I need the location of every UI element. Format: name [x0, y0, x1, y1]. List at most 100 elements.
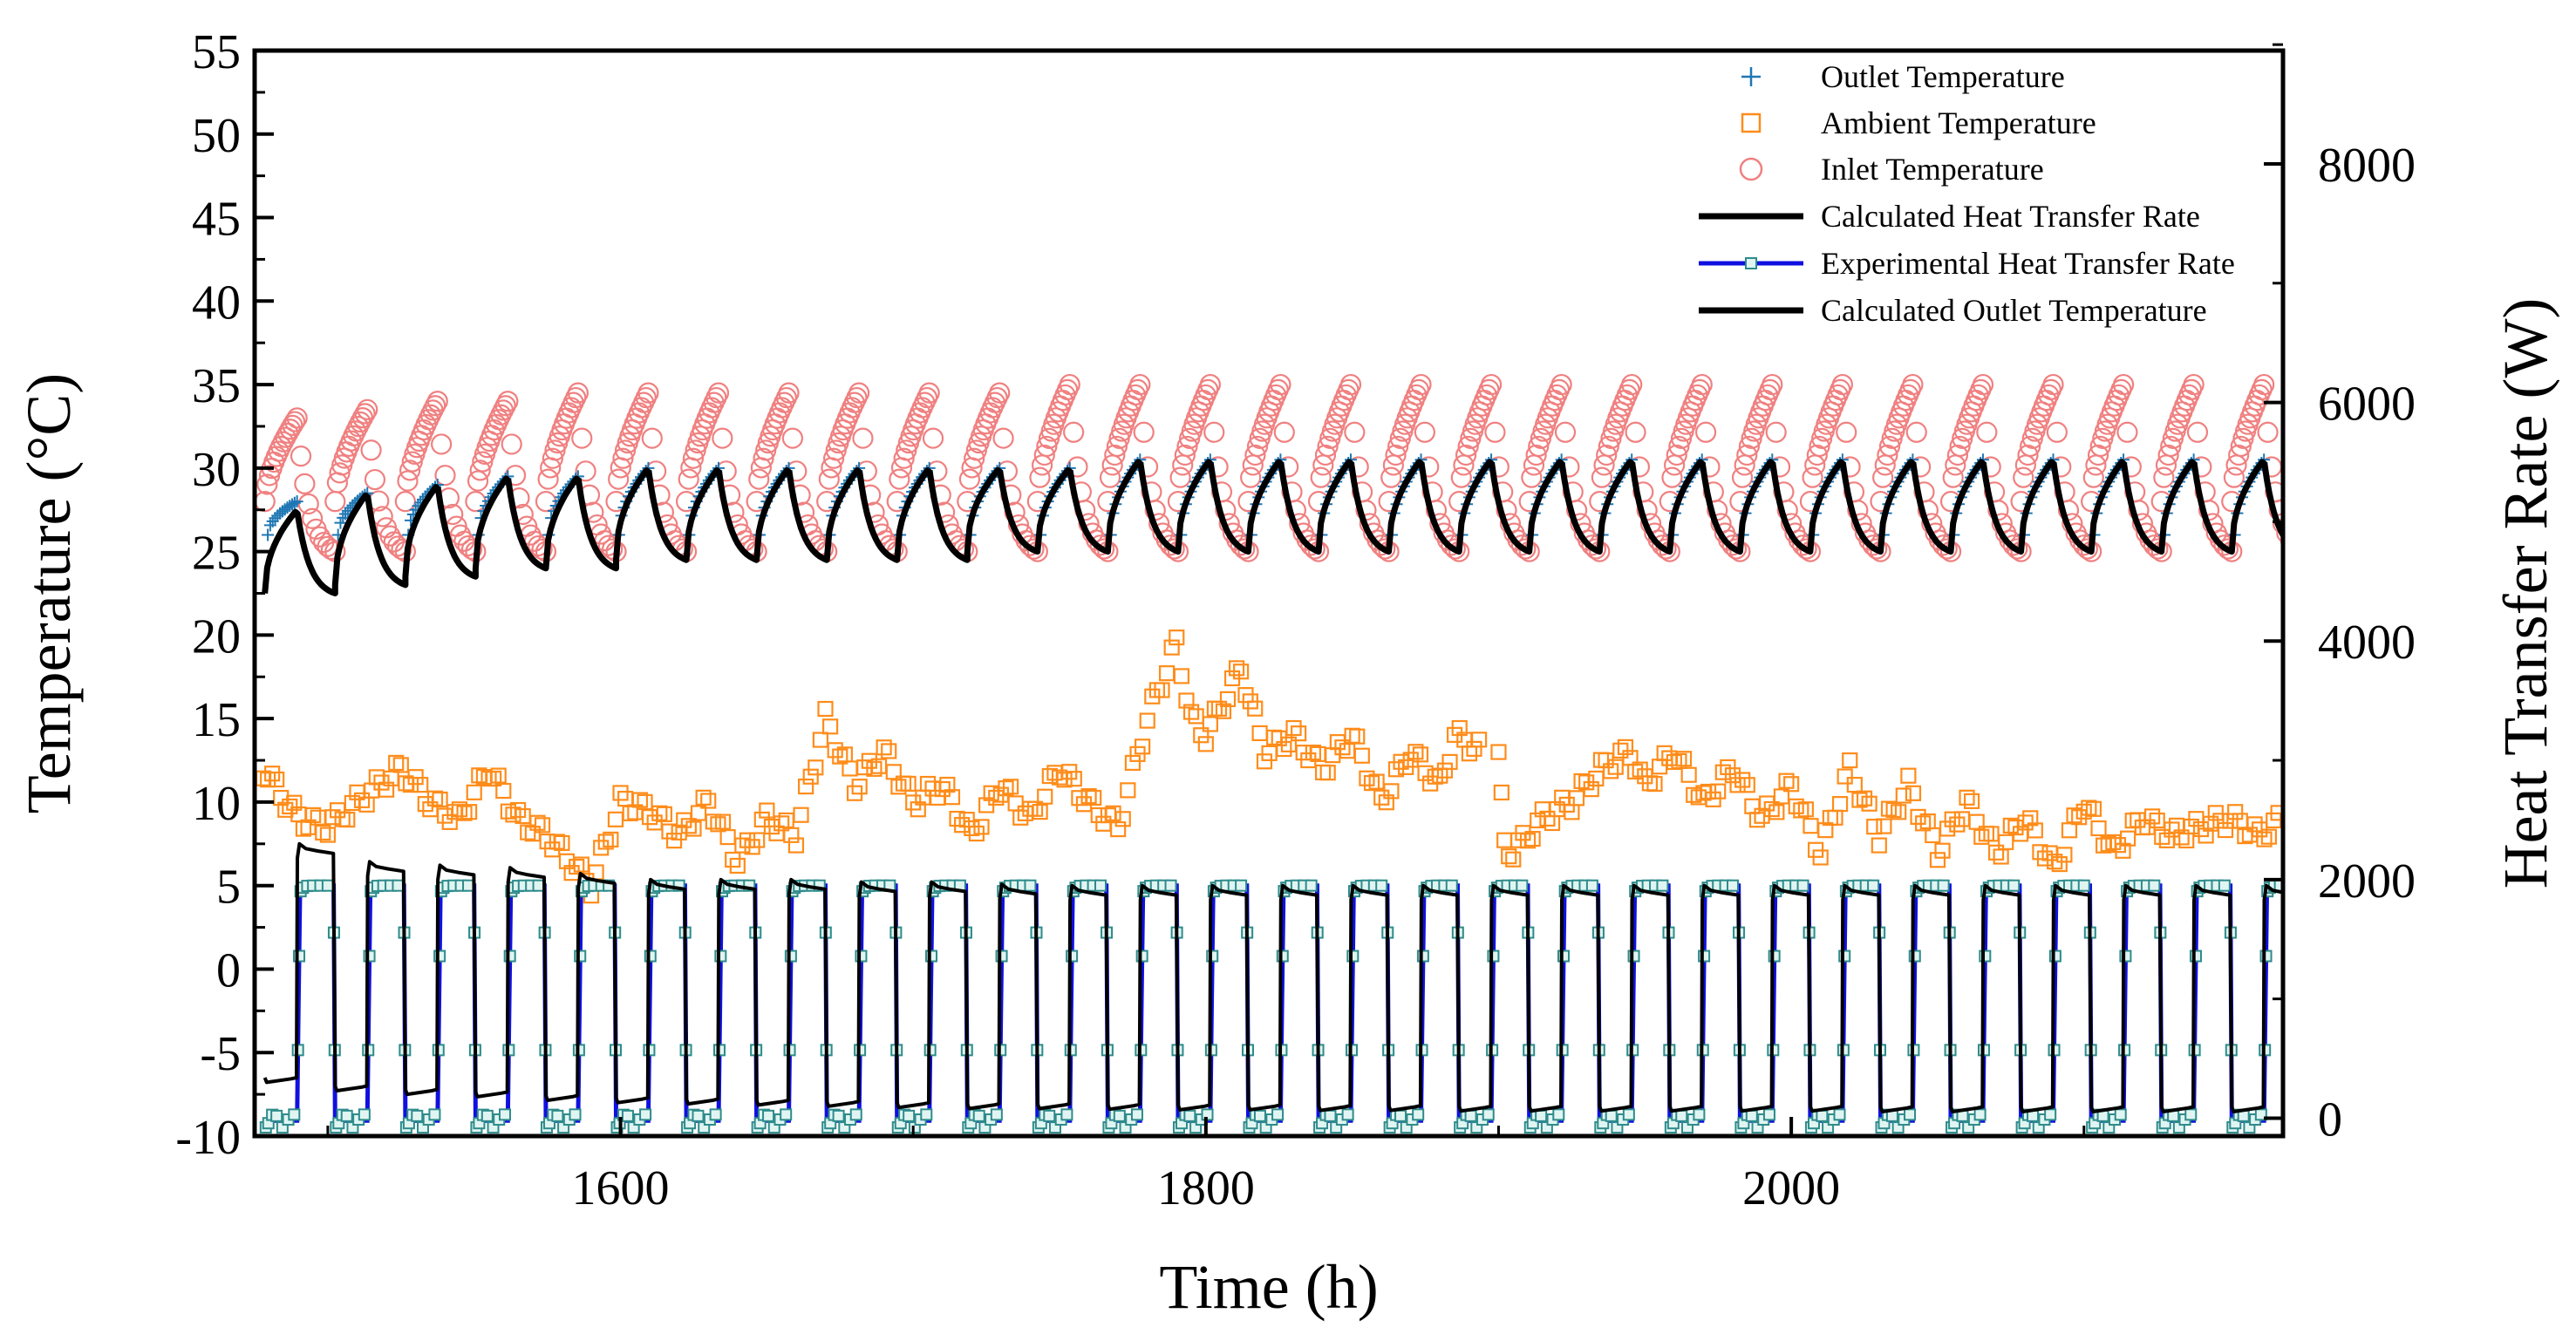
ambient-temperature-point [1680, 766, 1697, 783]
experimental-heat-transfer-rate-point [1394, 1109, 1407, 1122]
series-calculated-heat-transfer-rate [262, 841, 2283, 1113]
inlet-temperature-point [608, 468, 630, 490]
y-right-tick-label: 6000 [2318, 378, 2416, 432]
inlet-temperature-point [707, 382, 730, 404]
ambient-temperature-point [1135, 738, 1151, 755]
experimental-heat-transfer-rate-point [1816, 1109, 1829, 1122]
ambient-temperature-point [1095, 815, 1112, 832]
experimental-heat-transfer-rate-point [1183, 1109, 1196, 1122]
ambient-temperature-point [1866, 819, 1883, 835]
inlet-temperature-point [1972, 373, 1994, 396]
inlet-temperature-point [2276, 523, 2283, 543]
ambient-temperature-point [729, 857, 746, 875]
ambient-temperature-point [1939, 820, 1956, 837]
ambient-temperature-point [1588, 770, 1605, 787]
inlet-temperature-point [922, 427, 944, 449]
inlet-temperature-point [283, 411, 306, 432]
legend-label: Calculated Heat Transfer Rate [1821, 199, 2200, 234]
ambient-temperature-point [680, 818, 697, 834]
ambient-temperature-point [939, 776, 956, 793]
experimental-heat-transfer-rate-point [2289, 881, 2300, 891]
inlet-temperature-point [1872, 466, 1894, 488]
inlet-temperature-point [852, 427, 874, 449]
ambient-temperature-point [264, 766, 281, 782]
ambient-temperature-point [1291, 725, 1307, 742]
inlet-temperature-point [889, 468, 910, 490]
experimental-heat-transfer-rate-point [462, 879, 475, 892]
series-ambient-temperature [255, 630, 2283, 904]
legend: Outlet Temperature Ambient Temperature Inl… [1699, 59, 2235, 328]
ambient-temperature-point [1285, 719, 1302, 737]
ambient-temperature-point [2246, 816, 2263, 833]
experimental-heat-transfer-rate-point [1024, 879, 1037, 892]
experimental-heat-transfer-rate-point [849, 1108, 862, 1121]
ambient-temperature-point [1583, 780, 1599, 798]
ambient-temperature-point [1402, 752, 1419, 768]
ambient-temperature-point [954, 817, 971, 834]
experimental-heat-transfer-rate-point [288, 1108, 301, 1121]
ambient-temperature-point [1710, 783, 1727, 800]
ambient-temperature-point [705, 813, 721, 830]
experimental-heat-transfer-rate-point [428, 1108, 441, 1121]
ambient-temperature-point [295, 820, 312, 837]
experimental-heat-transfer-rate-point [1656, 879, 1669, 892]
experimental-heat-transfer-rate-point [1341, 1108, 1354, 1121]
ambient-temperature-point [881, 743, 897, 759]
ambient-temperature-point [412, 777, 429, 793]
ambient-temperature-point [1837, 768, 1853, 785]
ambient-temperature-point [1407, 744, 1424, 760]
ambient-temperature-point [269, 771, 285, 788]
inlet-temperature-point [1949, 435, 1971, 458]
ambient-temperature-point [1154, 682, 1170, 698]
inlet-temperature-point [1317, 435, 1339, 458]
ambient-temperature-point [685, 820, 702, 837]
inlet-temperature-point [1033, 444, 1055, 466]
experimental-heat-transfer-rate-point [2218, 879, 2231, 892]
inlet-temperature-point [383, 531, 405, 553]
inlet-temperature-point [494, 395, 516, 417]
axes-layer: 5550454035302520151050-5-108000600040002… [14, 25, 2560, 1322]
ambient-temperature-point [1178, 692, 1195, 709]
experimental-heat-transfer-rate-point [692, 1109, 705, 1122]
experimental-heat-transfer-rate-point [358, 1108, 371, 1121]
ambient-temperature-point [1471, 732, 1488, 748]
ambient-temperature-point [1895, 787, 1912, 804]
inlet-temperature-point [1598, 435, 1619, 458]
legend-marker-circle [1739, 157, 1763, 181]
experimental-heat-transfer-rate-point [1535, 1109, 1548, 1122]
inlet-temperature-point [1374, 538, 1396, 560]
y-left-tick-label: 45 [192, 193, 241, 247]
experimental-heat-transfer-rate-point [1552, 1108, 1565, 1121]
ambient-temperature-point [1519, 833, 1537, 849]
ambient-temperature-point [1880, 800, 1898, 817]
y-right-axis-title: Heat Transfer Rate (W) [2491, 298, 2560, 889]
ambient-temperature-point [1993, 848, 2009, 865]
inlet-temperature-point [1029, 466, 1051, 488]
ambient-temperature-point [1876, 818, 1892, 834]
ambient-temperature-point [1163, 639, 1180, 656]
legend-marker-square [1745, 257, 1757, 269]
ambient-temperature-point [773, 815, 790, 832]
ambient-temperature-point [1319, 765, 1336, 781]
inlet-temperature-point [2007, 538, 2028, 560]
inlet-temperature-point [567, 382, 589, 404]
experimental-heat-transfer-rate-point [1762, 1108, 1775, 1121]
ambient-temperature-point [339, 811, 356, 828]
ambient-temperature-point [1846, 776, 1863, 793]
experimental-heat-transfer-rate-point [1464, 1109, 1477, 1122]
ambient-temperature-point [305, 807, 322, 823]
inlet-temperature-point [848, 382, 870, 404]
inlet-temperature-point [818, 468, 840, 490]
inlet-temperature-point [1942, 466, 1964, 488]
ambient-temperature-point [1987, 844, 2005, 861]
series-inlet-temperature [255, 373, 2283, 562]
inlet-temperature-point [1806, 444, 1828, 466]
experimental-heat-transfer-rate-point [1271, 1108, 1285, 1121]
legend-marker-square [1741, 112, 1762, 133]
ambient-temperature-point [1885, 801, 1902, 819]
inlet-temperature-point [1668, 435, 1690, 458]
ambient-temperature-point [1173, 668, 1189, 684]
inlet-temperature-point [1525, 444, 1547, 466]
inlet-temperature-point [1725, 538, 1748, 560]
experimental-heat-transfer-rate-point [903, 1109, 916, 1122]
